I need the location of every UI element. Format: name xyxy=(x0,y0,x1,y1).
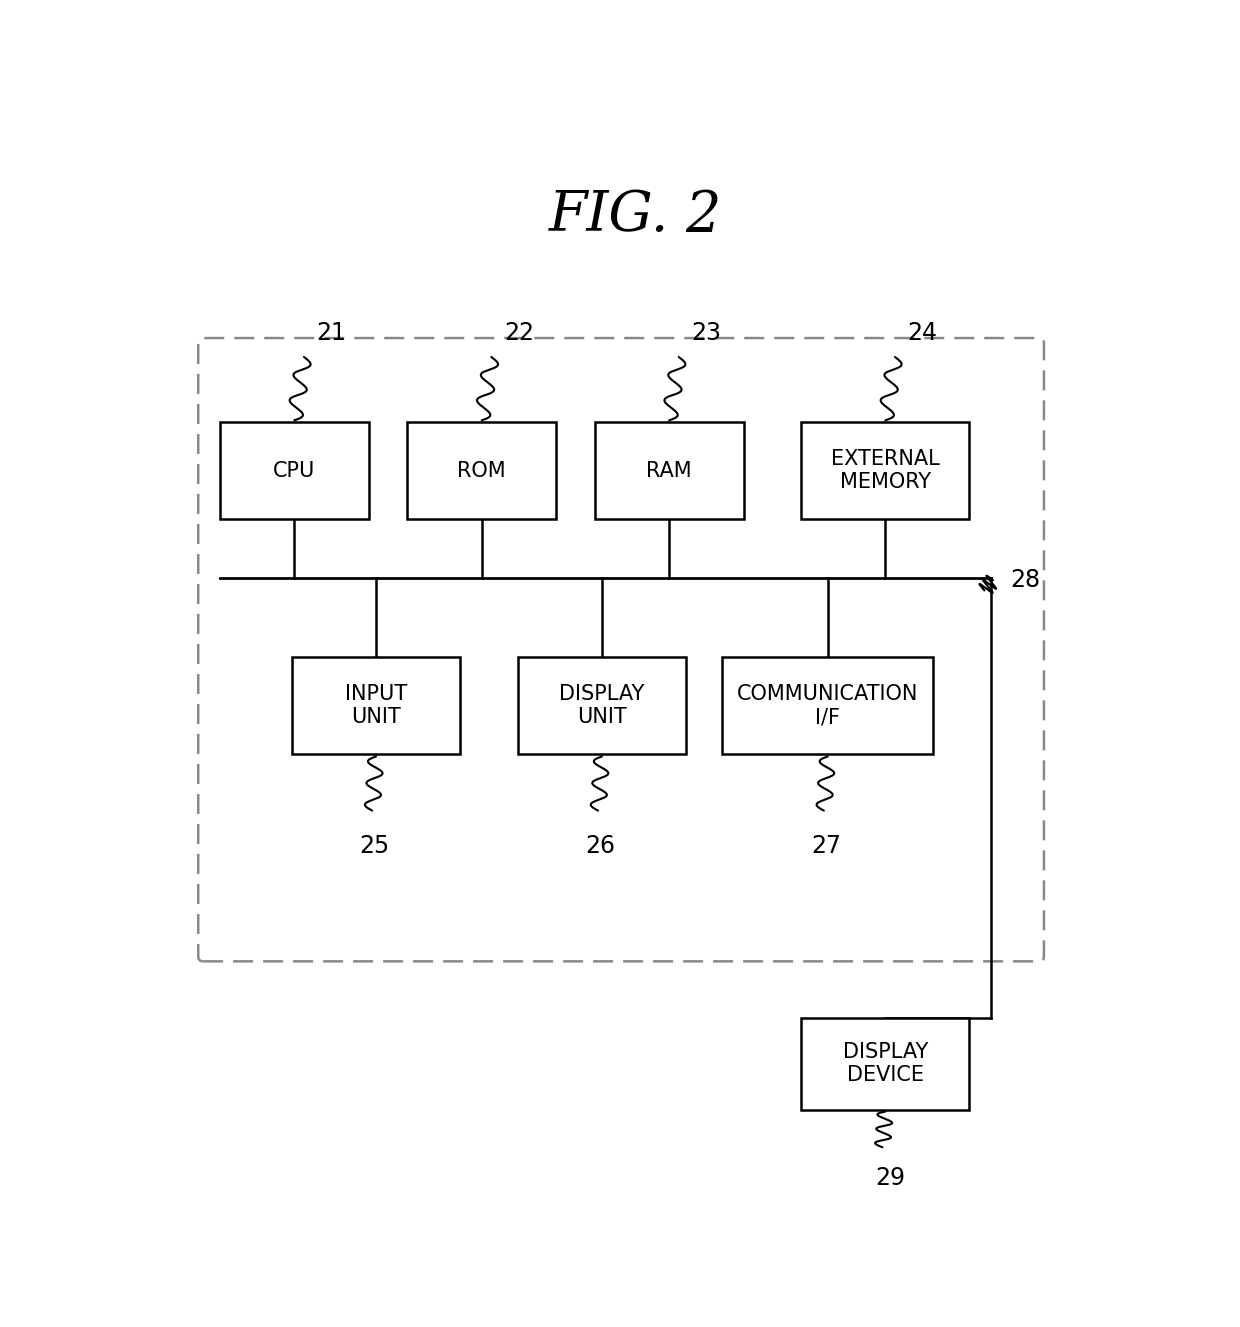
Text: EXTERNAL
MEMORY: EXTERNAL MEMORY xyxy=(831,450,940,492)
Text: DISPLAY
DEVICE: DISPLAY DEVICE xyxy=(843,1042,928,1085)
Bar xyxy=(801,1018,970,1109)
Text: COMMUNICATION
I/F: COMMUNICATION I/F xyxy=(737,685,919,727)
Text: 23: 23 xyxy=(691,321,722,345)
Text: 26: 26 xyxy=(585,835,615,859)
Text: RAM: RAM xyxy=(646,460,692,480)
Text: 27: 27 xyxy=(811,835,842,859)
Text: 29: 29 xyxy=(874,1166,905,1190)
Text: 21: 21 xyxy=(316,321,346,345)
Text: INPUT
UNIT: INPUT UNIT xyxy=(345,685,407,727)
Bar xyxy=(518,657,686,755)
Bar xyxy=(722,657,934,755)
Bar xyxy=(219,422,368,519)
Text: ROM: ROM xyxy=(458,460,506,480)
Bar xyxy=(291,657,460,755)
Text: 24: 24 xyxy=(908,321,937,345)
Text: 25: 25 xyxy=(360,835,389,859)
Text: CPU: CPU xyxy=(273,460,315,480)
Text: 28: 28 xyxy=(1011,568,1040,592)
Text: 22: 22 xyxy=(503,321,534,345)
Text: FIG. 2: FIG. 2 xyxy=(549,188,722,243)
Bar xyxy=(407,422,557,519)
Bar xyxy=(801,422,970,519)
Bar xyxy=(595,422,744,519)
Text: DISPLAY
UNIT: DISPLAY UNIT xyxy=(559,685,645,727)
